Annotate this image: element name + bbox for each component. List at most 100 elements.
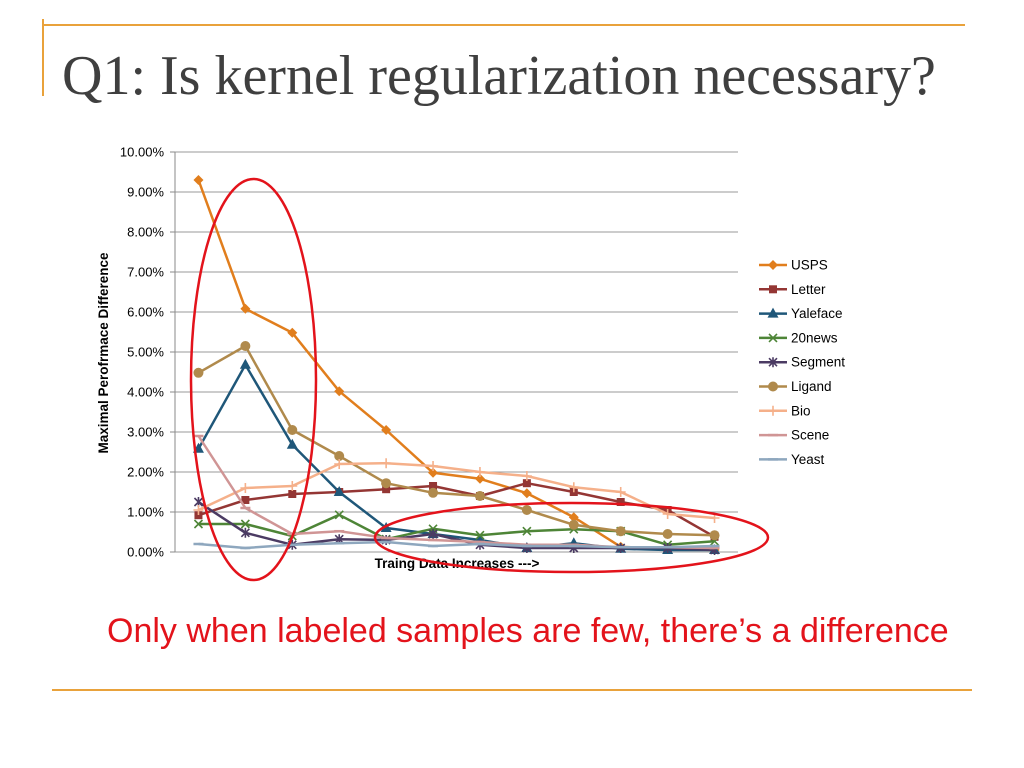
data-point-ligand xyxy=(334,451,345,461)
y-tick-label: 3.00% xyxy=(127,425,164,440)
legend-item-letter: Letter xyxy=(759,282,826,297)
legend-item-ligand: Ligand xyxy=(759,379,832,394)
y-tick-label: 2.00% xyxy=(127,465,164,480)
bottom-rule xyxy=(52,689,972,691)
data-point-segment xyxy=(240,527,250,538)
chart-legend: USPS Letter Yaleface 20news Segment Ligand Bio… xyxy=(759,258,845,467)
series-line-20news xyxy=(198,513,715,547)
y-tick-label: 7.00% xyxy=(127,265,164,280)
data-point-yaleface xyxy=(286,438,298,449)
data-point-letter xyxy=(288,490,297,498)
data-point-bio xyxy=(474,467,485,477)
data-point-usps xyxy=(193,175,204,185)
legend-label-scene: Scene xyxy=(791,428,829,443)
legend-label-letter: Letter xyxy=(791,282,826,297)
legend-label-bio: Bio xyxy=(791,403,811,418)
series-line-yaleface xyxy=(197,363,715,552)
y-tick-label: 10.00% xyxy=(120,145,165,160)
legend-item-scene: Scene xyxy=(759,428,829,443)
data-point-usps xyxy=(428,467,439,478)
left-rule xyxy=(42,19,44,96)
legend-marker-yaleface xyxy=(767,307,779,318)
slide-title: Q1: Is kernel regularization necessary? xyxy=(62,45,936,107)
data-point-yaleface xyxy=(333,486,345,496)
data-point-usps xyxy=(474,473,485,484)
y-tick-label: 5.00% xyxy=(127,345,164,360)
data-point-usps xyxy=(334,386,345,397)
data-point-letter xyxy=(194,511,203,520)
highlight-ellipse-many-samples xyxy=(373,501,770,574)
data-point-bio xyxy=(615,487,626,497)
data-point-bio xyxy=(240,483,251,493)
data-point-ligand xyxy=(568,519,579,530)
data-point-ligand xyxy=(662,529,673,539)
legend-label-ligand: Ligand xyxy=(791,379,832,394)
data-point-bio xyxy=(662,509,673,519)
data-point-bio xyxy=(193,505,204,515)
series-line-ligand xyxy=(197,344,715,537)
legend-marker-letter xyxy=(769,285,777,294)
data-point-letter xyxy=(522,479,531,488)
data-point-ligand xyxy=(381,478,392,489)
data-point-20news xyxy=(334,510,344,520)
legend-label-20news: 20news xyxy=(791,330,838,345)
data-point-ligand xyxy=(474,491,485,501)
chart-series xyxy=(192,175,721,555)
y-tick-label: 6.00% xyxy=(127,305,164,320)
data-point-usps xyxy=(521,488,532,499)
data-point-bio xyxy=(334,459,345,469)
chart-grid: 0.00% 1.00% 2.00% 3.00% 4.00% 5.00% 6.00% 7.00%… xyxy=(120,145,738,560)
data-point-usps xyxy=(568,512,579,523)
legend-marker-ligand xyxy=(768,381,778,392)
y-axis-label: Maximal Perofrmace Difference xyxy=(96,252,111,454)
highlight-ellipse-few-samples xyxy=(189,177,318,582)
legend-label-yeast: Yeast xyxy=(791,452,825,467)
data-point-20news xyxy=(240,519,250,529)
data-point-letter xyxy=(241,496,250,504)
data-point-bio xyxy=(381,458,392,469)
series-line-bio xyxy=(197,461,715,520)
legend-marker-bio xyxy=(768,405,778,416)
legend-item-segment: Segment xyxy=(759,355,845,370)
x-axis-label: Traing Data Increases ---> xyxy=(375,556,540,571)
y-tick-label: 8.00% xyxy=(127,225,164,240)
y-tick-label: 4.00% xyxy=(127,385,164,400)
data-point-20news xyxy=(522,526,532,536)
legend-label-yaleface: Yaleface xyxy=(791,306,843,321)
y-tick-label: 0.00% xyxy=(127,545,164,560)
data-point-usps xyxy=(287,327,298,338)
legend-marker-segment xyxy=(768,357,778,368)
y-tick-label: 9.00% xyxy=(127,185,164,200)
data-point-bio xyxy=(287,481,298,491)
data-point-ligand xyxy=(193,367,204,378)
legend-item-bio: Bio xyxy=(759,403,811,418)
legend-label-usps: USPS xyxy=(791,258,828,273)
data-point-letter xyxy=(429,482,438,490)
legend-item-yeast: Yeast xyxy=(759,452,825,467)
series-line-yeast xyxy=(198,540,715,550)
data-point-segment xyxy=(428,529,438,539)
legend-marker-20news xyxy=(768,333,778,343)
data-point-ligand xyxy=(428,487,439,498)
legend-marker-usps xyxy=(768,260,778,270)
data-point-20news xyxy=(193,519,204,529)
data-point-usps xyxy=(240,303,251,314)
y-tick-label: 1.00% xyxy=(127,505,164,520)
legend-item-usps: USPS xyxy=(759,258,828,273)
data-point-bio xyxy=(568,482,579,493)
legend-label-segment: Segment xyxy=(791,355,845,370)
top-rule xyxy=(43,24,965,26)
data-point-ligand xyxy=(615,526,626,537)
data-point-bio xyxy=(521,471,532,481)
data-point-yaleface xyxy=(239,358,251,369)
data-point-usps xyxy=(381,425,392,435)
data-point-20news xyxy=(475,530,485,540)
legend-item-yaleface: Yaleface xyxy=(759,306,843,321)
annotation-text: Only when labeled samples are few, there… xyxy=(107,612,949,650)
legend-item-20news: 20news xyxy=(759,330,838,345)
data-point-ligand xyxy=(709,530,720,541)
data-point-ligand xyxy=(240,341,251,351)
data-point-ligand xyxy=(287,425,298,435)
data-point-bio xyxy=(428,461,439,471)
